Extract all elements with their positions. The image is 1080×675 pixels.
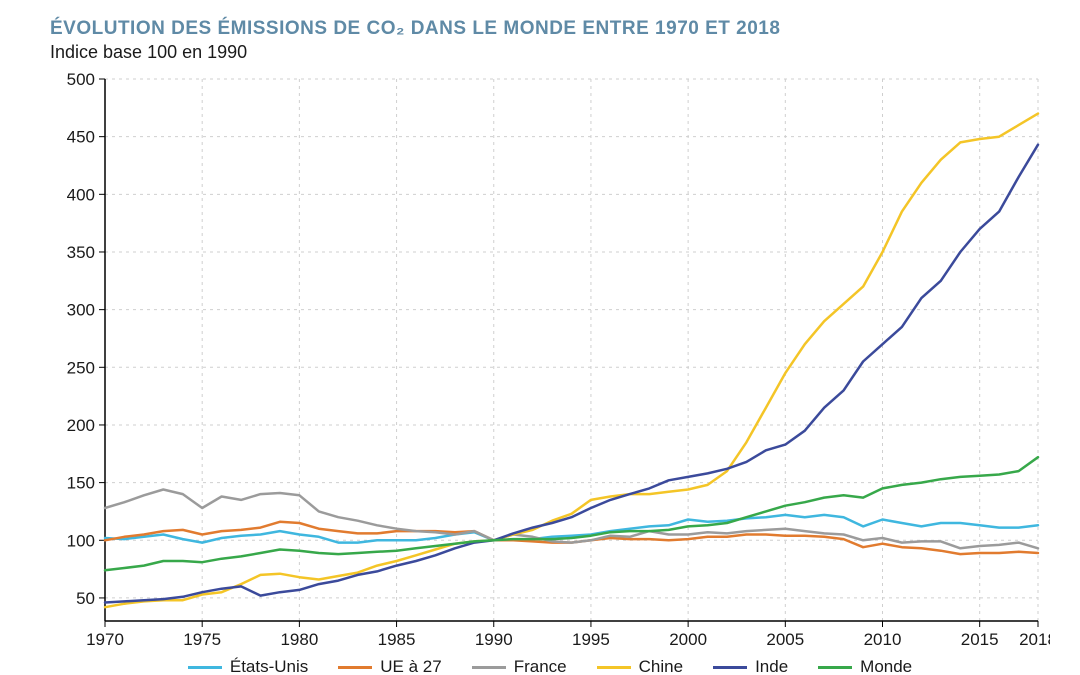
legend-label: Monde xyxy=(860,657,912,675)
svg-text:200: 200 xyxy=(67,416,95,435)
svg-text:100: 100 xyxy=(67,531,95,550)
svg-text:2000: 2000 xyxy=(669,630,707,649)
svg-text:500: 500 xyxy=(67,70,95,89)
legend-swatch xyxy=(338,666,372,669)
svg-text:1990: 1990 xyxy=(475,630,513,649)
legend-item: États-Unis xyxy=(188,657,308,675)
svg-text:50: 50 xyxy=(76,589,95,608)
legend-label: Chine xyxy=(639,657,683,675)
svg-text:2015: 2015 xyxy=(961,630,999,649)
legend-item: Inde xyxy=(713,657,788,675)
svg-text:1995: 1995 xyxy=(572,630,610,649)
svg-text:250: 250 xyxy=(67,358,95,377)
svg-text:2005: 2005 xyxy=(766,630,804,649)
svg-text:1970: 1970 xyxy=(86,630,124,649)
svg-text:350: 350 xyxy=(67,243,95,262)
chart-subtitle: Indice base 100 en 1990 xyxy=(50,42,1050,63)
svg-text:450: 450 xyxy=(67,128,95,147)
legend-item: France xyxy=(472,657,567,675)
svg-text:150: 150 xyxy=(67,474,95,493)
svg-text:300: 300 xyxy=(67,301,95,320)
legend-label: États-Unis xyxy=(230,657,308,675)
legend: États-Unis UE à 27 France Chine Inde Monde xyxy=(50,657,1050,675)
line-chart: 50 100 150 200 250 300 350 400 450 500 1970 1975 198… xyxy=(50,69,1050,653)
series-line xyxy=(105,145,1038,603)
legend-swatch xyxy=(472,666,506,669)
series-line xyxy=(105,114,1038,608)
legend-label: UE à 27 xyxy=(380,657,441,675)
legend-label: France xyxy=(514,657,567,675)
svg-text:2018: 2018 xyxy=(1019,630,1050,649)
svg-text:2010: 2010 xyxy=(864,630,902,649)
legend-label: Inde xyxy=(755,657,788,675)
legend-swatch xyxy=(188,666,222,669)
legend-item: UE à 27 xyxy=(338,657,441,675)
legend-swatch xyxy=(597,666,631,669)
chart-container: ÉVOLUTION DES ÉMISSIONS DE CO₂ DANS LE M… xyxy=(0,0,1080,675)
chart-area: 50 100 150 200 250 300 350 400 450 500 1970 1975 198… xyxy=(50,69,1050,653)
legend-swatch xyxy=(818,666,852,669)
legend-swatch xyxy=(713,666,747,669)
legend-item: Chine xyxy=(597,657,683,675)
series-line xyxy=(105,490,1038,549)
svg-text:400: 400 xyxy=(67,185,95,204)
svg-text:1980: 1980 xyxy=(280,630,318,649)
legend-item: Monde xyxy=(818,657,912,675)
chart-title: ÉVOLUTION DES ÉMISSIONS DE CO₂ DANS LE M… xyxy=(50,18,1050,40)
svg-text:1975: 1975 xyxy=(183,630,221,649)
svg-text:1985: 1985 xyxy=(378,630,416,649)
